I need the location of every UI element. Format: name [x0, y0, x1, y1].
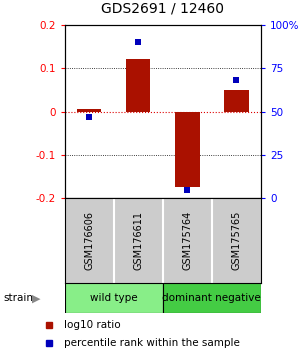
Text: strain: strain	[3, 293, 33, 303]
Text: GSM176611: GSM176611	[133, 211, 143, 270]
Bar	[126, 59, 151, 112]
Text: log10 ratio: log10 ratio	[64, 320, 121, 330]
Bar	[77, 109, 101, 112]
Text: GSM175764: GSM175764	[182, 211, 192, 270]
Bar	[64, 283, 163, 313]
Bar	[163, 283, 261, 313]
Text: wild type: wild type	[90, 293, 137, 303]
Text: GSM175765: GSM175765	[231, 211, 242, 270]
Text: ▶: ▶	[32, 293, 40, 303]
Text: dominant negative: dominant negative	[163, 293, 261, 303]
Text: GDS2691 / 12460: GDS2691 / 12460	[101, 2, 224, 16]
Text: percentile rank within the sample: percentile rank within the sample	[64, 338, 240, 348]
Text: GSM176606: GSM176606	[84, 211, 94, 270]
Bar	[224, 90, 249, 112]
Bar	[175, 112, 200, 187]
